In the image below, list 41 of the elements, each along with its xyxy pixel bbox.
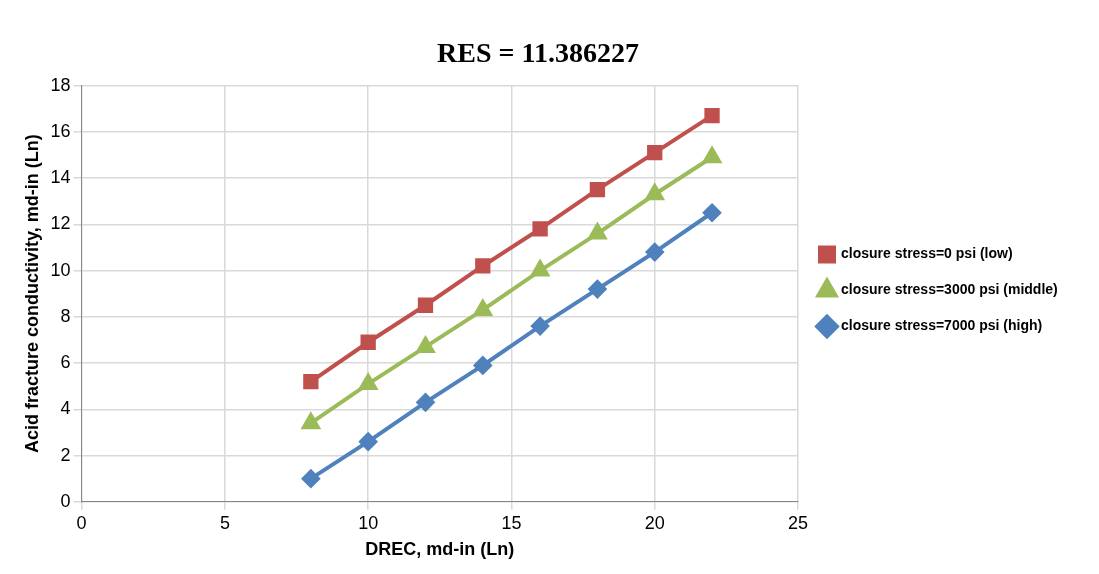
x-tick-label: 25 <box>787 512 809 533</box>
y-tick-label: 0 <box>60 490 71 511</box>
point <box>303 373 319 390</box>
point <box>473 356 492 375</box>
y-tick-label: 12 <box>50 213 71 234</box>
point <box>703 203 722 222</box>
y-tick-label: 4 <box>60 398 71 419</box>
point <box>532 221 548 237</box>
y-tick-label: 10 <box>50 259 71 280</box>
point <box>301 469 320 488</box>
y-tick-label: 8 <box>60 305 71 326</box>
y-tick-label: 2 <box>60 444 71 465</box>
chart-title: RES = 11.386227 <box>437 37 639 69</box>
x-tick-label: 0 <box>76 512 87 533</box>
point <box>360 334 376 350</box>
y-tick-label: 18 <box>50 74 71 95</box>
point <box>301 413 320 430</box>
point <box>645 243 664 262</box>
y-axis-title: Acid fracture conductivity, md-in (Ln) <box>21 134 42 454</box>
point <box>588 280 607 299</box>
point <box>475 258 491 274</box>
x-tick-label: 15 <box>501 512 522 533</box>
point <box>703 147 721 164</box>
y-tick-label: 14 <box>50 167 71 188</box>
point <box>645 184 664 201</box>
legend-label: closure stress=7000 psi (high) <box>841 317 1043 334</box>
x-tick-label: 20 <box>644 512 665 533</box>
x-tick-label: 5 <box>219 512 230 533</box>
point <box>416 393 435 412</box>
legend-label: closure stress=0 psi (low) <box>841 245 1013 262</box>
x-axis-title: DREC, md-in (Ln) <box>365 539 515 560</box>
x-tick-label: 10 <box>358 512 379 533</box>
point <box>417 297 434 313</box>
point <box>647 145 663 161</box>
legend-label: closure stress=3000 psi (middle) <box>841 281 1058 298</box>
point <box>704 108 720 124</box>
y-tick-label: 16 <box>50 120 71 141</box>
point <box>531 317 550 336</box>
point <box>589 181 606 198</box>
y-tick-label: 6 <box>60 352 71 373</box>
point <box>359 432 378 451</box>
